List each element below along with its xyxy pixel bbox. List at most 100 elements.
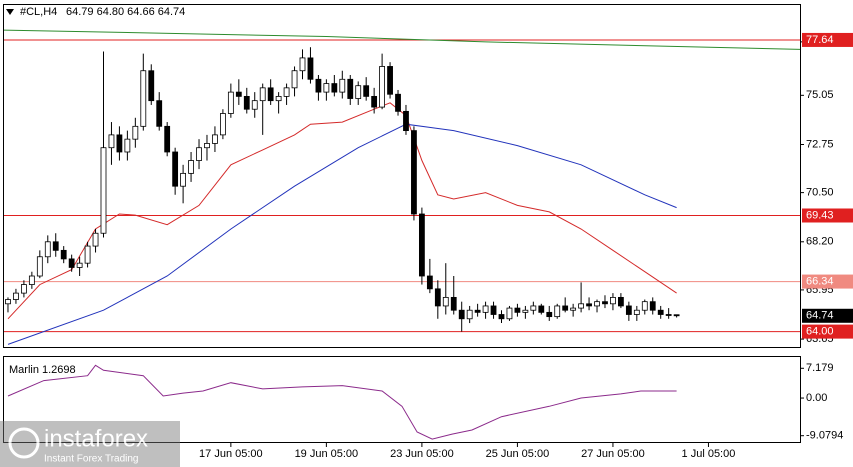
watermark-bg (0, 421, 180, 467)
candle-body (124, 138, 131, 153)
candle-body (291, 70, 298, 89)
candle-body (259, 87, 266, 102)
candle-body (506, 307, 513, 320)
level-label: 64.00 (806, 326, 834, 338)
candle-body (618, 296, 624, 307)
candle-body (196, 147, 202, 161)
candle-body (227, 91, 234, 114)
level-label-box (802, 274, 853, 289)
oscillator-line (7, 364, 677, 440)
candle-body (172, 151, 179, 187)
candle-body (204, 143, 210, 149)
candle-body (76, 262, 83, 268)
watermark-tagline: Instant Forex Trading (44, 454, 139, 465)
candle-body (522, 309, 529, 313)
candle-body (458, 309, 465, 320)
candle-body (347, 78, 354, 99)
candle-body (275, 95, 282, 102)
candle-body (68, 258, 75, 268)
candle-body (538, 305, 545, 313)
candle-body (641, 301, 648, 311)
moving-average (3, 29, 801, 50)
candle-body (610, 296, 616, 305)
candle-body (554, 305, 561, 318)
level-label: 77.64 (806, 34, 834, 46)
candle-body (530, 305, 537, 311)
candle-body (315, 78, 322, 93)
candle-body (649, 301, 656, 311)
x-tick-label: 27 Jun 05:00 (581, 448, 645, 460)
oscillator-title: Marlin 1.2698 (9, 364, 76, 376)
candle-body (395, 93, 401, 112)
candle-body (235, 91, 242, 97)
y-tick-label: 72.75 (806, 138, 834, 150)
x-tick-label: 19 Jun 05:00 (295, 448, 359, 460)
candle-body (20, 284, 27, 294)
candle-body (371, 95, 378, 108)
candle-body (92, 232, 99, 247)
candle-body (625, 305, 632, 315)
x-tick-label: 17 Jun 05:00 (199, 448, 263, 460)
candle-body (116, 134, 123, 153)
candle-body (180, 172, 187, 187)
candle-body (299, 57, 306, 72)
candle-body (140, 70, 147, 127)
candle-body (188, 160, 194, 174)
y-tick-label: 75.05 (806, 89, 834, 101)
candle-body (28, 275, 35, 285)
candle-body (562, 305, 569, 311)
candle-body (379, 66, 386, 108)
candle-body (411, 130, 417, 215)
candle-body (355, 85, 362, 99)
candle-body (474, 309, 481, 313)
candle-body (403, 110, 409, 132)
level-label: 66.34 (806, 275, 834, 287)
candle-body (578, 303, 584, 309)
candle-body (594, 301, 600, 307)
last-price-label: 64.74 (806, 310, 834, 322)
candle-body (36, 256, 43, 277)
candle-body (331, 83, 338, 93)
level-label-box (802, 324, 853, 339)
candle-body (52, 241, 59, 251)
candle-body (251, 100, 258, 110)
candle-body (108, 134, 115, 149)
candle-body (418, 213, 425, 277)
y-tick-label: 0.00 (806, 392, 827, 404)
last-price-box (802, 308, 853, 323)
level-label: 69.43 (806, 209, 834, 221)
ohlc-header: 64.79 64.80 64.66 64.74 (66, 6, 185, 18)
candle-body (283, 87, 290, 97)
candle-body (387, 66, 393, 95)
oscillator-pane-border (3, 356, 801, 443)
candle-body (44, 241, 51, 258)
moving-average (7, 123, 677, 345)
y-tick-label: -9.0794 (806, 430, 843, 442)
candle-body (482, 305, 489, 313)
candle-body (673, 314, 680, 317)
candle-body (450, 296, 457, 311)
candle-body (434, 288, 441, 307)
candle-body (243, 95, 250, 110)
watermark-brand: instaforex (44, 425, 148, 452)
watermark: instaforex Instant Forex Trading (0, 421, 180, 467)
x-tick-label: 1 Jul 05:00 (682, 448, 736, 460)
candle-body (219, 113, 226, 136)
watermark-logo (8, 427, 40, 459)
y-tick-label: 68.20 (806, 236, 834, 248)
candle-body (514, 307, 521, 313)
candle-body (156, 100, 163, 127)
candle-body (132, 125, 139, 140)
menu-arrow[interactable] (6, 9, 14, 15)
candle-body (212, 134, 218, 144)
candle-body (490, 305, 497, 315)
candle-body (323, 83, 330, 93)
candle-body (570, 307, 577, 311)
candle-body (13, 292, 19, 300)
level-label-box (802, 32, 853, 47)
candle-body (426, 275, 433, 290)
candle-body (148, 70, 155, 102)
candle-body (164, 125, 171, 153)
